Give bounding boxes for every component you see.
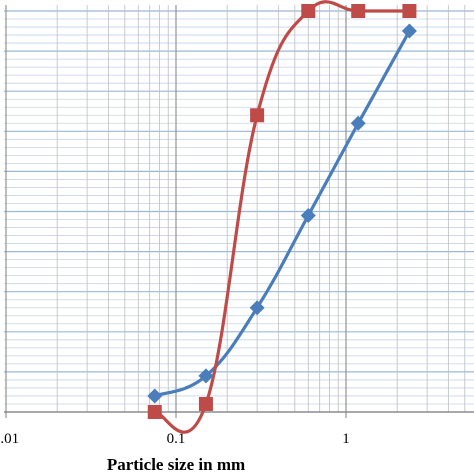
- x-axis-title: Particle size in mm: [107, 455, 245, 474]
- square-marker: [198, 396, 213, 411]
- square-marker: [301, 4, 316, 18]
- square-marker: [147, 405, 162, 419]
- square-marker: [402, 4, 417, 18]
- series-lines: [153, 0, 411, 434]
- diamond-marker: [401, 23, 417, 39]
- grid-lines: [4, 5, 474, 413]
- square-marker: [351, 4, 366, 18]
- series-line-2: [153, 0, 411, 434]
- diamond-marker: [249, 300, 265, 316]
- series-line-1: [153, 29, 411, 398]
- diamond-marker: [350, 115, 366, 131]
- x-axis: [4, 411, 474, 418]
- diamond-marker: [198, 368, 214, 384]
- diamond-marker: [300, 208, 316, 224]
- x-tick-label: 0.1: [167, 431, 186, 447]
- x-tick-label: 1: [342, 431, 350, 447]
- diamond-marker: [147, 388, 163, 404]
- square-marker: [250, 108, 265, 123]
- x-tick-labels: 0.01 0.1 1: [0, 431, 350, 447]
- x-tick-label: 0.01: [0, 431, 19, 447]
- series-markers: [147, 4, 417, 419]
